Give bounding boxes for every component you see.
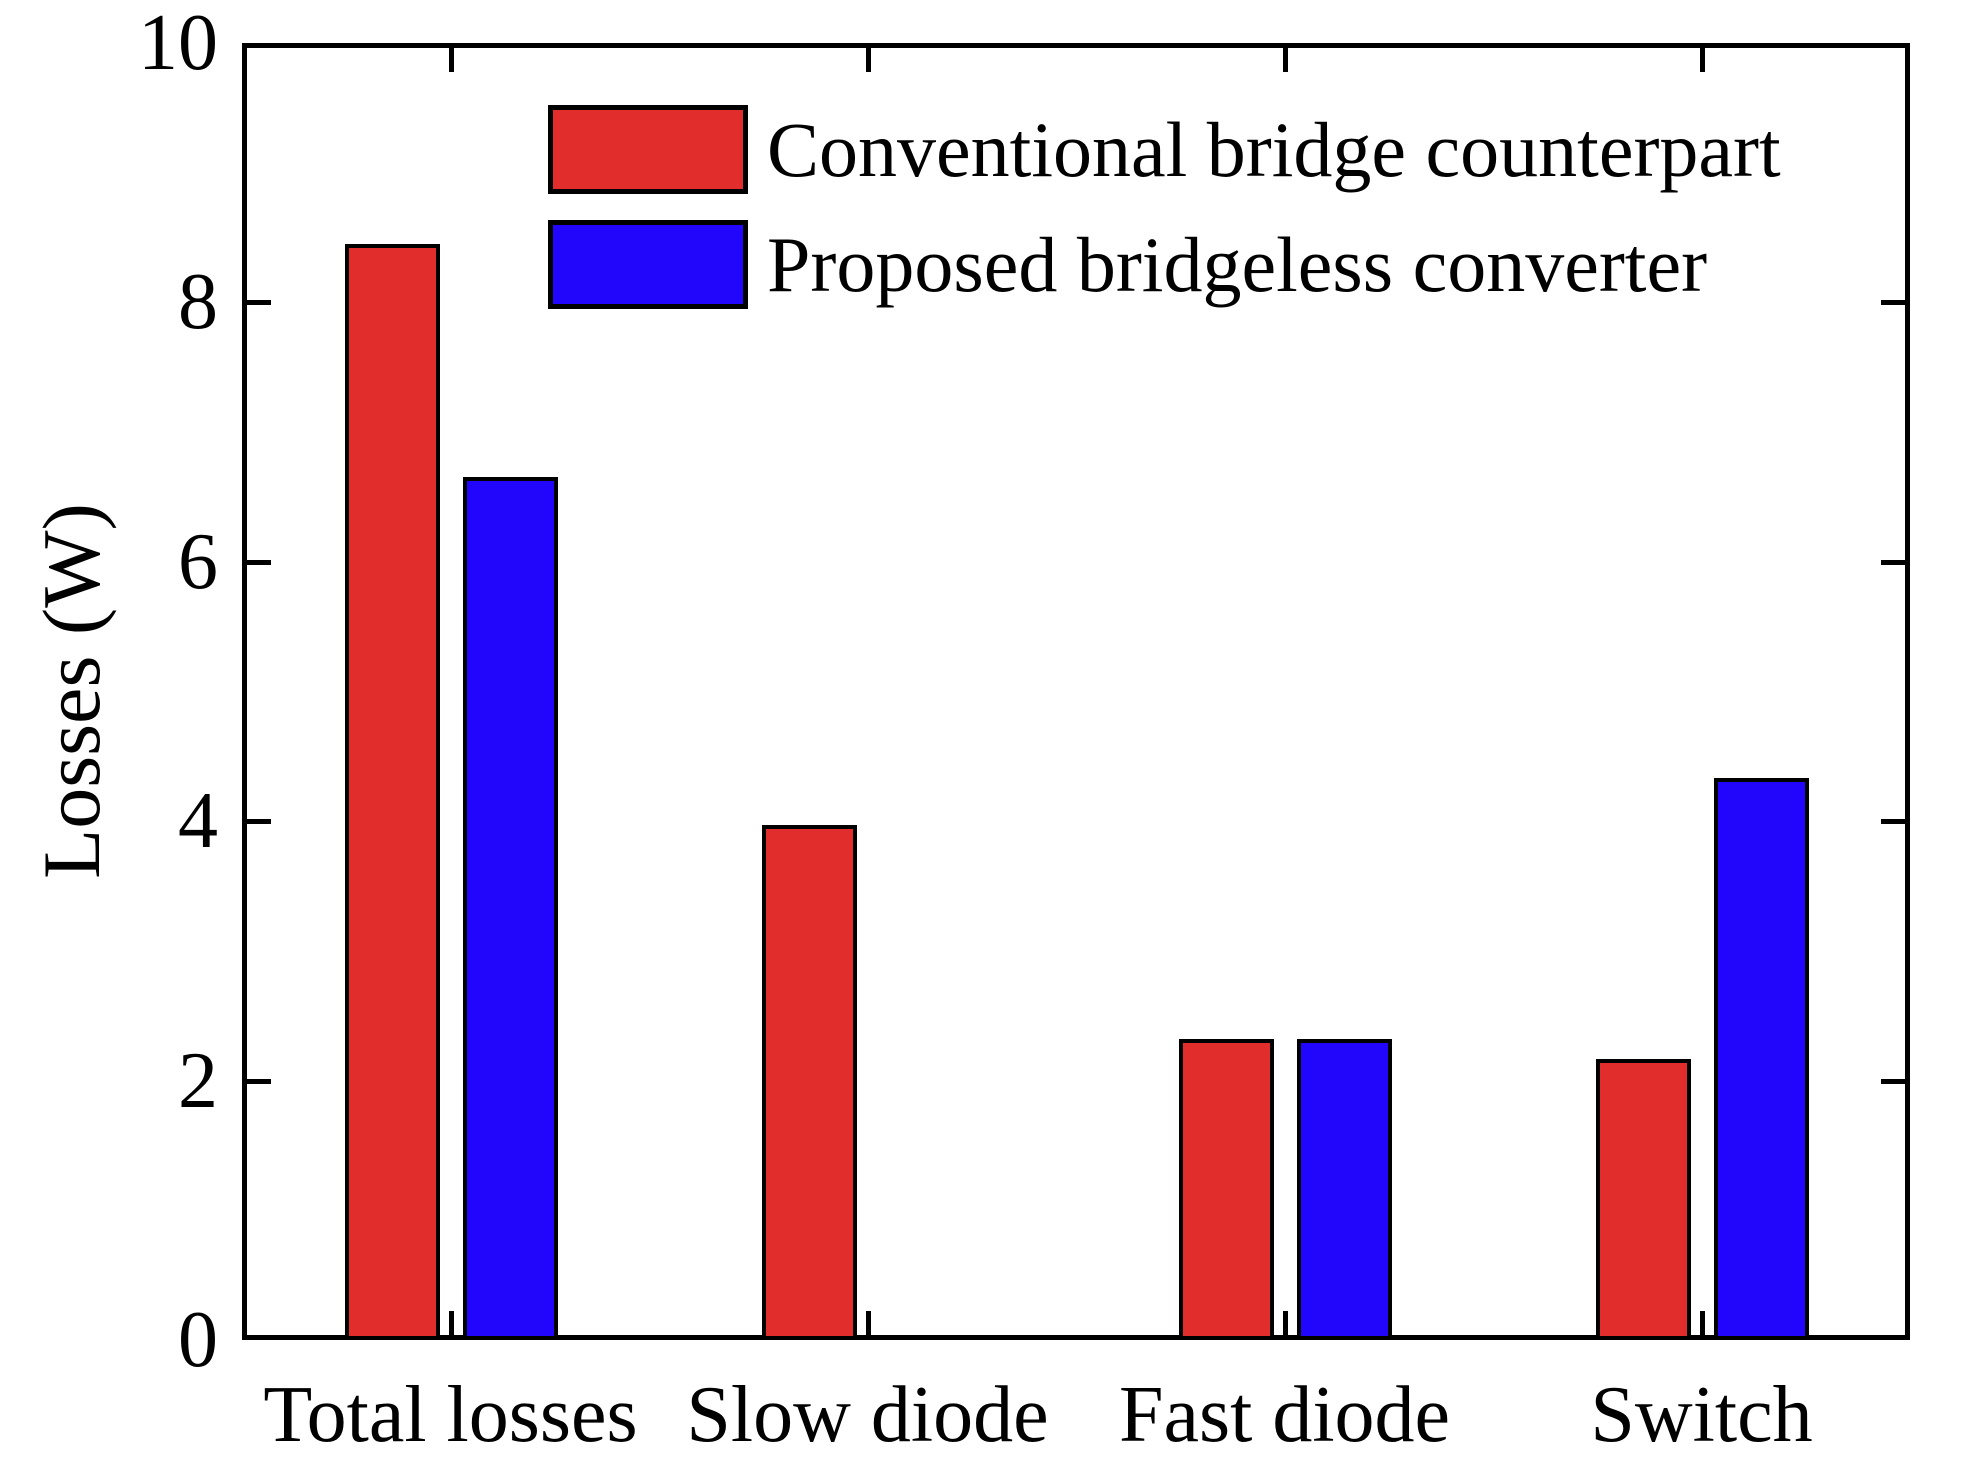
y-tick-mark — [247, 819, 271, 825]
y-tick-label: 6 — [178, 517, 218, 606]
y-tick-label: 8 — [178, 258, 218, 347]
x-category-label: Total losses — [263, 1371, 638, 1459]
x-tick-mark-top — [865, 48, 871, 72]
y-tick-mark — [247, 559, 271, 565]
bar-proposed-fast-diode — [1296, 1039, 1392, 1340]
y-tick-mark-right — [1881, 819, 1905, 825]
x-tick-mark-top — [1282, 48, 1288, 72]
y-tick-label: 0 — [178, 1296, 218, 1384]
legend-swatch-proposed — [548, 220, 748, 309]
x-tick-mark-top — [448, 48, 454, 72]
x-tick-mark-bottom — [1282, 1311, 1288, 1335]
bar-conventional-slow-diode — [761, 825, 857, 1340]
x-tick-mark-top — [1699, 48, 1705, 72]
y-tick-mark — [247, 1078, 271, 1084]
y-tick-mark-right — [1881, 1078, 1905, 1084]
plot-area — [242, 43, 1910, 1340]
legend-label-conventional: Conventional bridge counterpart — [767, 105, 1781, 193]
x-category-label: Switch — [1590, 1371, 1813, 1459]
legend-label-proposed: Proposed bridgeless converter — [767, 220, 1708, 308]
x-tick-mark-bottom — [448, 1311, 454, 1335]
bar-proposed-switch — [1713, 778, 1809, 1340]
x-tick-mark-bottom — [1699, 1311, 1705, 1335]
bar-conventional-total-losses — [344, 244, 440, 1340]
y-tick-label: 10 — [138, 0, 218, 87]
y-tick-label: 4 — [178, 777, 218, 866]
y-tick-mark-right — [1881, 300, 1905, 306]
y-tick-mark — [247, 300, 271, 306]
bar-conventional-switch — [1595, 1058, 1691, 1340]
y-tick-mark-right — [1881, 559, 1905, 565]
legend-swatch-conventional — [548, 105, 748, 194]
x-tick-mark-bottom — [865, 1311, 871, 1335]
y-tick-label: 2 — [178, 1036, 218, 1125]
x-category-label: Fast diode — [1118, 1371, 1451, 1459]
bar-conventional-fast-diode — [1178, 1039, 1274, 1340]
x-category-label: Slow diode — [686, 1371, 1049, 1459]
bar-proposed-total-losses — [462, 477, 558, 1340]
y-axis-title: Losses (W) — [26, 503, 117, 879]
